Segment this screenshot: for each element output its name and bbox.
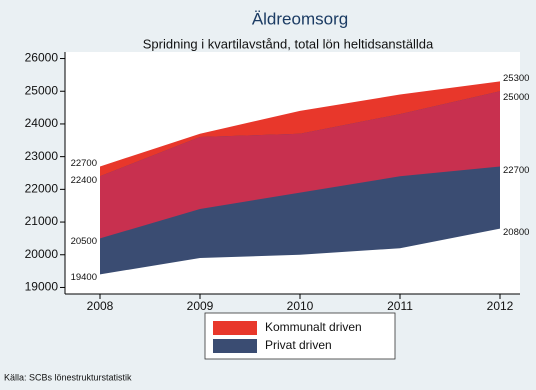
chart-subtitle: Spridning i kvartilavstånd, total lön he…: [143, 36, 434, 51]
legend-swatch: [213, 321, 257, 335]
x-tick-label: 2010: [287, 299, 314, 313]
y-tick-label: 26000: [25, 51, 59, 65]
legend-label: Kommunalt driven: [265, 320, 362, 334]
data-label: 22700: [71, 158, 97, 169]
source: Källa: SCBs lönestrukturstatistik: [4, 372, 132, 382]
y-tick-label: 25000: [25, 83, 59, 97]
y-tick-label: 21000: [25, 214, 59, 228]
data-label: 25300: [503, 73, 529, 84]
legend: [204, 312, 396, 360]
y-tick-label: 19000: [25, 280, 59, 294]
legend-swatch: [213, 339, 257, 353]
data-label: 19400: [71, 272, 97, 283]
data-label: 25000: [503, 92, 529, 103]
y-tick-label: 24000: [25, 116, 59, 130]
data-label: 20800: [503, 227, 529, 238]
y-tick-label: 20000: [25, 247, 59, 261]
data-label: 20500: [71, 236, 97, 247]
x-tick-label: 2009: [187, 299, 214, 313]
data-label: 22700: [503, 165, 529, 176]
overlap-area: [100, 91, 500, 239]
x-tick-label: 2008: [87, 299, 114, 313]
legend-label: Privat driven: [265, 338, 332, 352]
y-tick-label: 23000: [25, 149, 59, 163]
y-tick-label: 22000: [25, 182, 59, 196]
x-tick-label: 2011: [387, 299, 413, 313]
data-label: 22400: [71, 175, 97, 186]
chart-title: Äldreomsorg: [252, 9, 348, 28]
x-tick-label: 2012: [487, 299, 514, 313]
